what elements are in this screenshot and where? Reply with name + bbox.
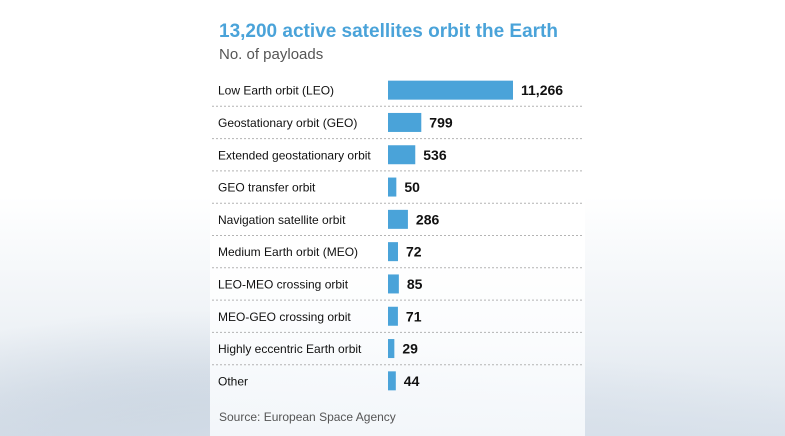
- bar: [388, 306, 398, 326]
- chart-subtitle: No. of payloads: [219, 46, 324, 63]
- category-label: Highly eccentric Earth orbit: [218, 342, 362, 356]
- category-label: Other: [218, 374, 248, 388]
- bar: [388, 112, 422, 132]
- value-label: 85: [407, 276, 423, 292]
- category-label: Geostationary orbit (GEO): [218, 116, 357, 130]
- bar: [388, 339, 395, 359]
- value-label: 536: [423, 147, 447, 163]
- bar: [388, 80, 513, 100]
- category-label: GEO transfer orbit: [218, 181, 316, 195]
- bar: [388, 177, 397, 197]
- value-label: 29: [402, 341, 418, 357]
- value-label: 286: [416, 211, 440, 227]
- value-label: 11,266: [521, 82, 563, 98]
- category-label: Low Earth orbit (LEO): [218, 84, 334, 98]
- bar: [388, 145, 416, 165]
- bar: [388, 274, 399, 294]
- bar-chart: Low Earth orbit (LEO) 11,266 Geostationary…: [212, 80, 582, 391]
- category-label: LEO-MEO crossing orbit: [218, 277, 349, 291]
- category-label: Medium Earth orbit (MEO): [218, 245, 358, 259]
- bar: [388, 371, 396, 391]
- value-label: 50: [404, 179, 420, 195]
- value-label: 72: [406, 244, 422, 260]
- value-label: 44: [404, 373, 420, 389]
- category-label: MEO-GEO crossing orbit: [218, 310, 351, 324]
- category-label: Extended geostationary orbit: [218, 148, 371, 162]
- chart-title: 13,200 active satellites orbit the Earth: [219, 21, 558, 42]
- bar: [388, 209, 408, 229]
- category-label: Navigation satellite orbit: [218, 213, 346, 227]
- bar: [388, 242, 398, 262]
- value-label: 71: [406, 308, 422, 324]
- source-note: Source: European Space Agency: [219, 410, 396, 424]
- value-label: 799: [429, 114, 453, 130]
